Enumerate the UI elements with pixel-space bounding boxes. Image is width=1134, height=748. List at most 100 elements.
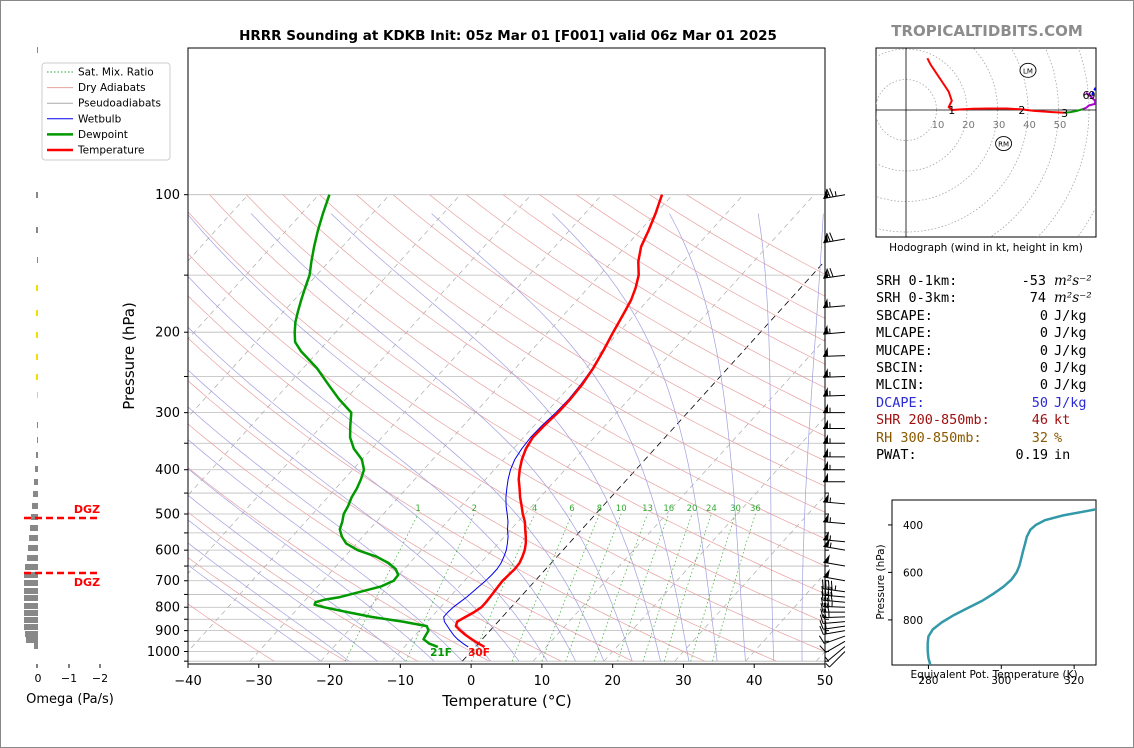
- hodograph-height-label: 3: [1061, 107, 1068, 120]
- skewt-x-tick: 50: [817, 674, 834, 689]
- stat-unit: in: [1054, 447, 1071, 463]
- omega-bar: [29, 535, 38, 541]
- stat-row: SHR 200-850mb: 46 kt: [876, 412, 1070, 428]
- hodograph-height-label: 2: [1018, 104, 1025, 117]
- omega-bar: [27, 555, 38, 561]
- moist-adiabat: [188, 275, 576, 662]
- hodograph-caption: Hodograph (wind in kt, height in km): [889, 242, 1083, 254]
- wind-barb: [820, 608, 846, 619]
- stat-unit: J/kg: [1054, 325, 1087, 342]
- wind-barb: [825, 651, 846, 668]
- dry-adiabat: [466, 194, 825, 412]
- omega-tick-2: −2: [92, 672, 108, 685]
- stat-label: PWAT:: [876, 447, 917, 463]
- isotherm-line: [188, 194, 603, 653]
- stat-value: 0: [1039, 307, 1048, 324]
- wind-barb: [823, 298, 846, 309]
- dry-adiabat: [209, 194, 825, 595]
- wind-barb: [823, 188, 846, 200]
- skewt-x-tick: 40: [746, 674, 763, 689]
- stat-row: MLCAPE: 0 J/kg: [876, 325, 1087, 341]
- mixing-ratio-label: 6: [569, 504, 574, 514]
- dry-adiabat: [188, 511, 418, 662]
- moist-adiabat: [188, 326, 548, 662]
- isotherm-line: [188, 194, 461, 496]
- chart-title: HRRR Sounding at KDKB Init: 05z Mar 01 […: [239, 28, 777, 44]
- hodograph-trace: [1091, 84, 1096, 96]
- mixing-ratio-line: [642, 513, 693, 662]
- mixing-ratio-label: 4: [532, 504, 537, 514]
- skewt-panel: 1 2 4 6 8 10 13 16 20 24 30 36 −40 −30 −20 −10 0 10 20 30 4…: [0, 47, 834, 710]
- moist-adiabat: [188, 406, 491, 662]
- wind-barb: [821, 585, 846, 598]
- stat-unit: kt: [1054, 412, 1071, 429]
- stat-unit: m²s⁻²: [1054, 273, 1092, 289]
- omega-bar: [30, 525, 38, 531]
- dry-adiabat: [429, 194, 825, 437]
- stat-unit: J/kg: [1054, 360, 1087, 376]
- omega-bar: [24, 580, 38, 586]
- skewt-y-tick: 600: [155, 544, 180, 559]
- wind-barb: [822, 386, 846, 397]
- mixing-ratio-line: [405, 513, 475, 662]
- skewt-x-tick: 0: [467, 674, 475, 689]
- legend-label: Temperature: [77, 145, 145, 157]
- theta-e-y-tick: 600: [903, 567, 923, 579]
- theta-e-x-tick: 320: [1064, 675, 1084, 687]
- isotherm-line: [0, 195, 106, 662]
- stat-value: 0.19: [1015, 447, 1048, 463]
- moist-adiabat: [757, 213, 775, 662]
- stat-label: MUCAPE:: [876, 342, 933, 359]
- hodograph-ring-label: 30: [993, 120, 1006, 131]
- skewt-x-tick: −20: [316, 674, 343, 689]
- wind-barb: [818, 635, 846, 645]
- omega-bar: [24, 603, 38, 609]
- mixing-ratio-line: [712, 513, 756, 662]
- stat-value: -53: [1021, 273, 1046, 289]
- wind-barb: [823, 460, 845, 471]
- wetbulb-line: [443, 194, 663, 648]
- dry-adiabat: [188, 295, 777, 662]
- omega-bar: [36, 374, 38, 380]
- skewt-x-tick: −30: [245, 674, 272, 689]
- stat-unit: J/kg: [1054, 394, 1087, 411]
- skewt-ylabel: Pressure (hPa): [120, 302, 138, 410]
- stat-unit: J/kg: [1054, 307, 1087, 324]
- theta-e-line: [926, 508, 1096, 665]
- theta-e-x-tick: 280: [918, 675, 938, 687]
- wind-barb: [823, 232, 846, 244]
- stat-label: SRH 0-3km:: [876, 290, 958, 307]
- omega-bar: [34, 643, 38, 649]
- wind-barb: [823, 568, 846, 582]
- legend-label: Dry Adiabats: [78, 82, 146, 94]
- moist-adiabat: [188, 494, 406, 662]
- hodograph-ring-label: 20: [962, 120, 975, 131]
- omega-bar: [33, 491, 38, 497]
- stat-row: PWAT: 0.19 in: [876, 447, 1070, 463]
- wind-barb: [823, 493, 846, 505]
- stat-value: 74: [1029, 290, 1046, 307]
- moist-adiabat: [188, 214, 605, 662]
- hodograph-marker-label: LM: [1023, 67, 1033, 75]
- skewt-y-tick: 400: [155, 463, 180, 478]
- stat-label: MLCIN:: [876, 377, 925, 394]
- mixing-ratio-line: [663, 513, 712, 662]
- isotherm-line: [391, 194, 815, 662]
- wind-barb: [819, 614, 846, 624]
- wind-barb: [823, 513, 846, 525]
- hodograph-ring-label: 50: [1054, 120, 1067, 131]
- omega-bar: [24, 610, 38, 616]
- legend-label: Wetbulb: [78, 113, 122, 125]
- hodograph-panel: 10 20 30 40 50 LM RM 1 2 3 6 9 Hodograph (wind in k…: [875, 47, 1097, 254]
- wind-barb: [823, 538, 846, 551]
- wind-barb: [819, 640, 846, 653]
- dgz-top-label: DGZ: [74, 503, 100, 516]
- dgz-bottom-label: DGZ: [74, 576, 100, 589]
- hodograph-marker: [995, 136, 1013, 152]
- stat-unit: m²s⁻²: [1054, 290, 1092, 307]
- temperature-line: [454, 194, 664, 648]
- skewt-frame: [187, 47, 826, 665]
- mixing-ratio-line: [541, 513, 600, 662]
- omega-bar: [25, 631, 38, 637]
